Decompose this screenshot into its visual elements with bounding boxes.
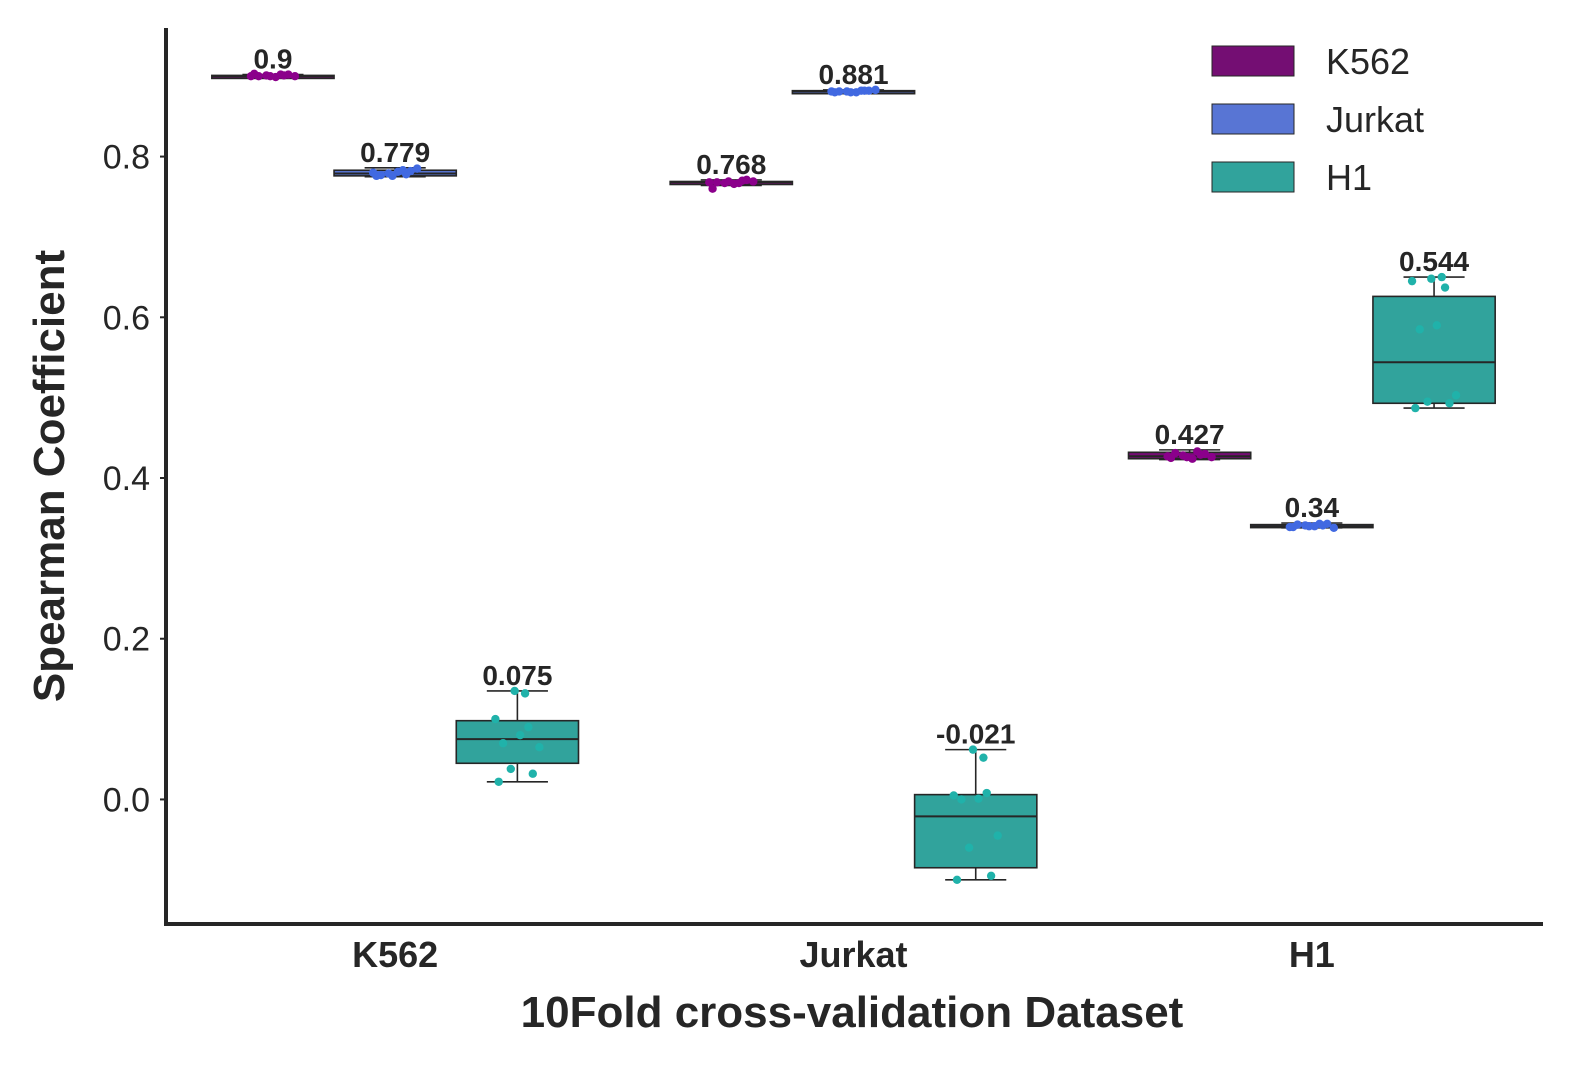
x-tick-label: K562	[352, 934, 438, 975]
y-tick-label: 0.2	[103, 621, 150, 659]
data-point	[846, 88, 855, 97]
median-value-label: 0.881	[818, 59, 888, 90]
legend-label-jurkat: Jurkat	[1326, 99, 1424, 140]
median-value-label: 0.544	[1399, 246, 1469, 277]
legend-swatch-jurkat	[1211, 103, 1295, 135]
data-point	[827, 87, 836, 96]
data-point	[952, 875, 962, 885]
y-axis-title: Spearman Coefficient	[25, 249, 74, 702]
x-tick-label: H1	[1289, 934, 1335, 975]
box-h1-h1	[1372, 295, 1496, 405]
data-point	[982, 788, 991, 798]
data-point	[1415, 325, 1424, 334]
data-point	[1432, 321, 1442, 330]
y-tick-label: 0.8	[103, 139, 150, 177]
data-point	[957, 795, 966, 804]
data-point	[708, 184, 717, 193]
data-point	[968, 745, 978, 754]
data-point	[749, 177, 758, 186]
data-point	[246, 72, 256, 81]
legend: K562 Jurkat H1	[1211, 41, 1424, 198]
median-value-label: 0.34	[1285, 492, 1340, 523]
data-point	[368, 168, 378, 177]
median-value-label: 0.779	[360, 137, 430, 168]
data-point	[494, 777, 503, 786]
legend-swatch-h1	[1211, 161, 1295, 193]
data-point	[290, 72, 300, 81]
data-point	[974, 794, 983, 803]
x-axis-title: 10Fold cross-validation Dataset	[521, 988, 1184, 1037]
data-point	[376, 170, 386, 180]
y-tick-label: 0.6	[103, 299, 150, 337]
box-h1-jurkat	[913, 793, 1038, 869]
data-point	[520, 689, 530, 698]
data-point	[1445, 399, 1454, 408]
data-point	[1440, 283, 1450, 292]
data-point	[1427, 274, 1436, 283]
data-point	[1315, 519, 1324, 529]
data-point	[524, 722, 533, 732]
data-point	[254, 72, 263, 81]
data-point	[871, 85, 880, 95]
data-point	[724, 177, 733, 186]
data-point	[1182, 452, 1192, 462]
median-value-label: 0.9	[253, 44, 292, 75]
data-point	[1451, 391, 1461, 400]
y-tick-label: 0.4	[103, 460, 150, 498]
data-point	[979, 753, 988, 762]
data-point	[949, 791, 958, 800]
data-point	[705, 178, 714, 187]
data-point	[498, 738, 508, 748]
x-tick-label: Jurkat	[799, 934, 907, 975]
median-value-label: 0.768	[696, 149, 766, 180]
y-tick-label: 0.0	[103, 781, 150, 819]
legend-swatch-k562	[1211, 45, 1295, 77]
data-point	[515, 730, 525, 740]
data-point	[491, 714, 500, 724]
data-point	[993, 831, 1002, 840]
data-point	[398, 166, 408, 175]
data-point	[510, 686, 519, 696]
data-point	[535, 743, 544, 752]
data-point	[712, 178, 722, 187]
data-point	[986, 871, 996, 880]
data-point	[528, 769, 537, 778]
data-point	[1407, 276, 1417, 286]
data-point	[1193, 447, 1202, 456]
data-labels: 0.9 0.768 0.427 0.779 0.881 0.34 0.075 -0.021 0.…	[253, 44, 1469, 750]
median-value-label: 0.075	[482, 660, 552, 691]
data-point	[857, 86, 866, 95]
data-point	[1329, 523, 1339, 533]
data-point	[1304, 522, 1314, 531]
data-point	[1423, 397, 1432, 406]
x-axis-ticks: K562 Jurkat H1	[352, 934, 1335, 975]
y-axis-ticks: 0.0 0.2 0.4 0.6 0.8	[103, 139, 166, 819]
median-value-label: -0.021	[936, 719, 1015, 750]
data-point	[1437, 272, 1446, 282]
box-plot-series	[211, 69, 1496, 885]
median-value-label: 0.427	[1155, 419, 1225, 450]
data-point	[265, 72, 275, 81]
box-h1-k562	[455, 719, 580, 765]
data-point	[388, 171, 397, 181]
data-point	[1285, 522, 1295, 532]
data-point	[1293, 520, 1302, 529]
data-point	[1411, 403, 1420, 413]
data-point	[1171, 448, 1180, 458]
data-point	[1207, 452, 1216, 462]
data-point	[1163, 452, 1172, 461]
data-point	[835, 87, 844, 96]
data-point	[734, 178, 744, 188]
data-point	[412, 164, 422, 173]
legend-label-k562: K562	[1326, 41, 1410, 82]
data-point	[964, 843, 974, 852]
data-point	[506, 764, 515, 774]
legend-label-h1: H1	[1326, 157, 1372, 198]
data-point	[276, 70, 285, 79]
